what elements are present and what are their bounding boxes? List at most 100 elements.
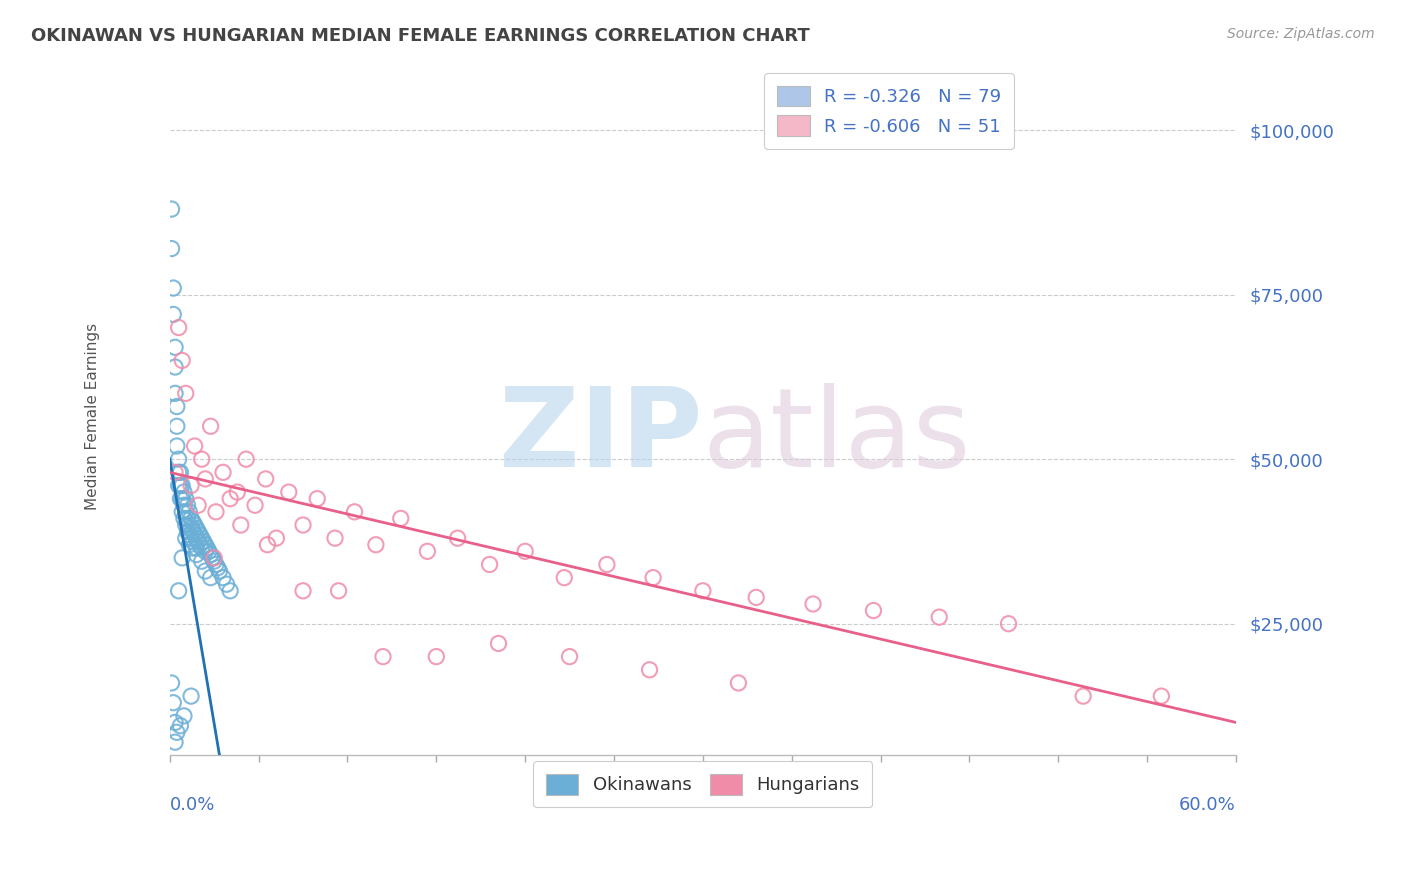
Point xyxy=(169,491,191,506)
Point xyxy=(167,583,190,598)
Point xyxy=(215,577,238,591)
Point xyxy=(186,541,208,555)
Point xyxy=(1150,689,1173,703)
Point xyxy=(174,491,197,506)
Point xyxy=(596,558,619,572)
Point xyxy=(235,452,257,467)
Point xyxy=(166,400,188,414)
Point xyxy=(172,478,194,492)
Point xyxy=(200,571,222,585)
Point xyxy=(692,583,714,598)
Point xyxy=(188,528,211,542)
Point xyxy=(371,649,394,664)
Point xyxy=(416,544,439,558)
Point xyxy=(180,689,202,703)
Point xyxy=(179,528,201,542)
Point xyxy=(205,558,228,572)
Point xyxy=(727,676,749,690)
Text: atlas: atlas xyxy=(703,384,972,491)
Point xyxy=(181,515,204,529)
Point xyxy=(292,583,315,598)
Point xyxy=(190,452,212,467)
Point xyxy=(174,518,197,533)
Point xyxy=(179,518,201,533)
Legend: Okinawans, Hungarians: Okinawans, Hungarians xyxy=(533,761,873,807)
Point xyxy=(207,561,229,575)
Point xyxy=(202,554,225,568)
Point xyxy=(169,466,191,480)
Point xyxy=(364,538,387,552)
Point xyxy=(187,498,209,512)
Point xyxy=(183,528,205,542)
Point xyxy=(165,735,187,749)
Point xyxy=(266,531,288,545)
Point xyxy=(166,439,188,453)
Text: OKINAWAN VS HUNGARIAN MEDIAN FEMALE EARNINGS CORRELATION CHART: OKINAWAN VS HUNGARIAN MEDIAN FEMALE EARN… xyxy=(31,27,810,45)
Point xyxy=(186,548,208,562)
Point xyxy=(181,541,204,555)
Point xyxy=(167,478,190,492)
Point xyxy=(862,603,884,617)
Point xyxy=(173,485,195,500)
Point xyxy=(198,544,221,558)
Point xyxy=(446,531,468,545)
Point xyxy=(208,564,231,578)
Point xyxy=(174,505,197,519)
Point xyxy=(256,538,278,552)
Point xyxy=(180,521,202,535)
Point xyxy=(201,550,224,565)
Point xyxy=(181,534,204,549)
Point xyxy=(180,478,202,492)
Point xyxy=(167,320,190,334)
Point xyxy=(162,696,184,710)
Point xyxy=(200,419,222,434)
Point xyxy=(176,511,198,525)
Point xyxy=(558,649,581,664)
Point xyxy=(172,353,194,368)
Point xyxy=(180,511,202,525)
Point xyxy=(328,583,350,598)
Point xyxy=(176,524,198,539)
Point xyxy=(169,719,191,733)
Point xyxy=(243,498,266,512)
Point xyxy=(254,472,277,486)
Text: 60.0%: 60.0% xyxy=(1180,796,1236,814)
Point xyxy=(229,518,252,533)
Point xyxy=(194,538,217,552)
Point xyxy=(172,505,194,519)
Point xyxy=(160,242,183,256)
Point xyxy=(186,521,208,535)
Point xyxy=(165,359,187,374)
Point xyxy=(745,591,768,605)
Point xyxy=(307,491,329,506)
Point xyxy=(997,616,1019,631)
Point xyxy=(226,485,249,500)
Point xyxy=(292,518,315,533)
Point xyxy=(205,505,228,519)
Point xyxy=(183,439,205,453)
Point xyxy=(212,466,235,480)
Point xyxy=(172,491,194,506)
Point xyxy=(160,202,183,216)
Point xyxy=(165,386,187,401)
Point xyxy=(187,534,209,549)
Point xyxy=(277,485,299,500)
Point xyxy=(190,541,212,555)
Point xyxy=(801,597,824,611)
Point xyxy=(194,544,217,558)
Point xyxy=(162,307,184,321)
Point xyxy=(186,531,208,545)
Text: Source: ZipAtlas.com: Source: ZipAtlas.com xyxy=(1227,27,1375,41)
Point xyxy=(389,511,412,525)
Point xyxy=(200,548,222,562)
Point xyxy=(174,531,197,545)
Point xyxy=(179,538,201,552)
Point xyxy=(478,558,501,572)
Point xyxy=(643,571,665,585)
Point xyxy=(183,518,205,533)
Point xyxy=(553,571,575,585)
Point xyxy=(173,498,195,512)
Point xyxy=(488,636,510,650)
Point xyxy=(173,511,195,525)
Point xyxy=(176,498,198,512)
